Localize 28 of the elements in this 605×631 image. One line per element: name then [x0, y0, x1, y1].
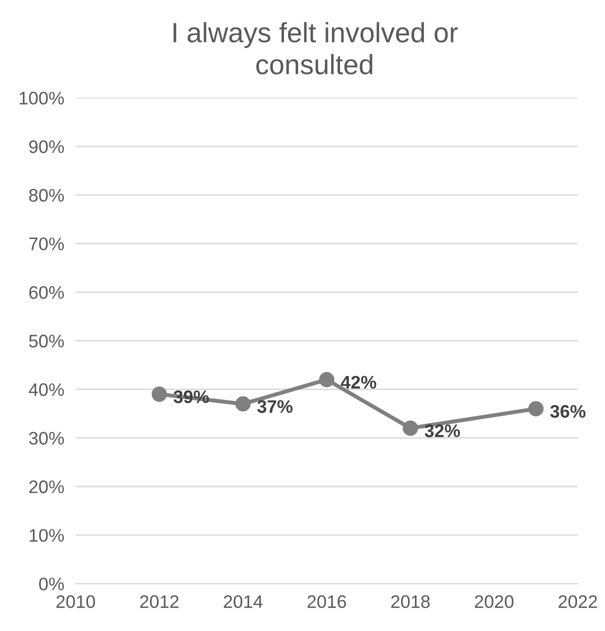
point — [528, 401, 544, 416]
y-tick-label: 20% — [29, 480, 64, 494]
x-tick-label: 2014 — [224, 595, 263, 608]
x-tick-label: 2012 — [140, 595, 178, 608]
data-label: 32% — [424, 424, 460, 438]
x-tick-label: 2010 — [56, 595, 96, 608]
y-tick-label: 40% — [28, 383, 64, 396]
point — [319, 372, 334, 388]
chart-title: I always felt involved or consulted — [174, 22, 458, 74]
y-tick-label: 100% — [20, 92, 64, 105]
data-label: 37% — [257, 400, 293, 413]
y-tick-label: 30% — [29, 432, 64, 445]
data-label: 36% — [550, 404, 586, 418]
y-tick-label: 70% — [29, 238, 64, 250]
y-tick-label: 60% — [29, 286, 64, 299]
y-tick-label: 80% — [29, 188, 64, 202]
y-tick-label: 90% — [29, 140, 64, 154]
y-tick-label: 0% — [39, 578, 64, 590]
point — [402, 420, 418, 436]
y-tick-label: 10% — [30, 529, 64, 542]
point — [152, 386, 167, 402]
point — [235, 396, 251, 412]
x-tick-label: 2016 — [308, 595, 346, 608]
x-tick-label: 2022 — [558, 595, 597, 608]
data-label: 42% — [340, 376, 376, 389]
x-tick-label: 2018 — [391, 595, 430, 608]
x-tick-label: 2020 — [474, 595, 514, 608]
y-tick-label: 50% — [29, 334, 64, 348]
